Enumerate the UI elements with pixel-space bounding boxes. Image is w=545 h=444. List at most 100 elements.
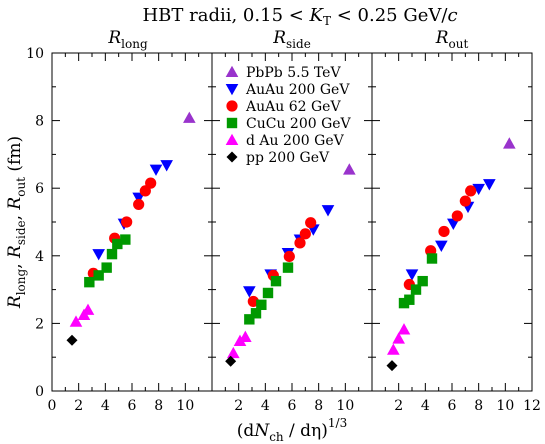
data-point-long-s4 xyxy=(81,303,95,315)
data-point-out-s2 xyxy=(451,210,463,222)
x-tick-label: 4 xyxy=(261,398,270,414)
data-point-out-s1 xyxy=(405,269,419,281)
data-point-long-s3 xyxy=(84,276,95,288)
x-tick-label: 0 xyxy=(48,398,57,414)
y-tick-label: 10 xyxy=(26,46,44,62)
data-point-out-s3 xyxy=(404,294,415,305)
x-tick-label: 10 xyxy=(176,398,194,414)
data-point-out-s1 xyxy=(447,218,460,230)
x-axis-label: (dNch / dη)1/3 xyxy=(237,416,347,444)
ylabel-sub1: long xyxy=(14,268,28,295)
data-point-out-s4 xyxy=(387,343,400,355)
data-point-long-s3 xyxy=(93,270,104,281)
x-tick-label: 2 xyxy=(74,398,83,414)
x-tick-label: 4 xyxy=(101,398,110,414)
x-tick-label: 6 xyxy=(128,398,137,414)
legend-marker-0 xyxy=(225,65,239,78)
data-point-side-s3 xyxy=(256,299,267,311)
data-point-out-s3 xyxy=(398,297,410,309)
data-point-long-s4 xyxy=(69,315,83,327)
data-point-side-s4 xyxy=(227,346,240,359)
data-point-out-s2 xyxy=(438,225,450,238)
panel-label-out: Rout xyxy=(435,28,469,51)
data-point-long-s1 xyxy=(92,249,105,261)
xlabel-sub: ch xyxy=(269,430,284,444)
panel-out: 2 4 6 8 10 12 xyxy=(371,52,541,414)
data-point-side-s5 xyxy=(225,355,237,367)
panel-label-side-r: R xyxy=(272,28,286,48)
data-point-long-s3 xyxy=(106,248,118,260)
panel-label-long-sub: long xyxy=(121,37,148,51)
data-point-side-s3 xyxy=(270,275,282,287)
legend-label-0: PbPb 5.5 TeV xyxy=(246,65,341,81)
data-point-long-s3 xyxy=(112,238,123,250)
ylabel-r2: R xyxy=(5,245,25,259)
x-tick-label: 2 xyxy=(394,398,403,414)
data-point-side-s2 xyxy=(294,237,306,249)
panel-label-side-sub: side xyxy=(286,37,311,51)
data-point-side-s1 xyxy=(243,286,256,298)
x-tick-label: 10 xyxy=(496,398,514,414)
legend-marker-2 xyxy=(226,100,238,112)
data-point-side-s2 xyxy=(283,250,295,263)
data-point-out-s0 xyxy=(503,137,516,149)
legend-label-3: CuCu 200 GeV xyxy=(246,116,352,132)
title-var-sub: T xyxy=(323,14,331,28)
data-point-out-s2 xyxy=(459,195,471,207)
legend-label-1: AuAu 200 GeV xyxy=(245,82,350,98)
data-point-out-s1 xyxy=(472,183,485,196)
data-point-side-s3 xyxy=(244,314,255,325)
x-tick-label: 6 xyxy=(288,398,297,414)
title-middle: < 0.25 GeV/ xyxy=(331,5,448,26)
xlabel-open: (d xyxy=(237,421,255,441)
title-var: K xyxy=(309,5,325,26)
data-point-out-s5 xyxy=(386,360,398,372)
title-unit-var: c xyxy=(447,5,457,26)
data-point-out-s1 xyxy=(483,179,496,191)
ylabel-comma2: , xyxy=(5,210,25,221)
panel-long: 0 2 4 6 8 10 0 2 4 6 8 10 xyxy=(26,46,213,414)
y-tick-label: 8 xyxy=(35,114,44,130)
data-point-out-s3 xyxy=(417,275,428,287)
data-point-out-s4 xyxy=(397,323,411,335)
x-tick-label: 10 xyxy=(336,398,354,414)
data-point-side-s4 xyxy=(239,330,252,342)
data-point-side-s3 xyxy=(262,287,274,299)
xlabel-rest: / dη) xyxy=(284,421,328,441)
data-point-long-s2 xyxy=(133,198,145,211)
xlabel-sup: 1/3 xyxy=(328,416,347,430)
legend-label-2: AuAu 62 GeV xyxy=(245,99,341,115)
legend-marker-5 xyxy=(226,151,238,163)
legend-marker-4 xyxy=(225,133,239,146)
y-tick-label: 0 xyxy=(35,384,44,400)
data-point-out-s4 xyxy=(392,332,405,344)
panel-label-side: Rside xyxy=(272,28,311,51)
chart-panels: 0 2 4 6 8 10 0 2 4 6 8 10 2 4 6 8 10 2 4 6 8 10 12 xyxy=(26,46,541,414)
data-point-out-s3 xyxy=(426,253,438,264)
x-tick-label: 12 xyxy=(523,398,541,414)
y-tick-label: 4 xyxy=(35,249,44,265)
data-point-out-s3 xyxy=(410,284,422,295)
ylabel-comma1: , xyxy=(5,258,25,269)
data-point-side-s0 xyxy=(343,163,356,175)
xlabel-var: N xyxy=(253,421,270,441)
data-point-long-s5 xyxy=(66,334,78,346)
legend-marker-3 xyxy=(226,117,238,129)
ylabel-sub2: side xyxy=(14,220,28,245)
y-tick-label: 2 xyxy=(35,316,44,332)
data-point-long-s0 xyxy=(183,111,196,123)
data-point-side-s2 xyxy=(305,217,317,229)
chart-title: HBT radii, 0.15 < KT < 0.25 GeV/c xyxy=(142,5,457,28)
panel-label-out-sub: out xyxy=(449,37,469,51)
ylabel-sub3: out xyxy=(14,177,28,197)
ylabel-r3: R xyxy=(5,197,25,211)
panel-label-long: Rlong xyxy=(107,28,148,51)
x-tick-label: 4 xyxy=(421,398,430,414)
y-tick-label: 6 xyxy=(35,181,44,197)
data-point-long-s1 xyxy=(132,192,145,204)
ylabel-r1: R xyxy=(5,295,25,309)
x-tick-label: 8 xyxy=(154,398,163,414)
data-point-long-s2 xyxy=(145,177,157,189)
data-point-long-s1 xyxy=(149,164,163,176)
